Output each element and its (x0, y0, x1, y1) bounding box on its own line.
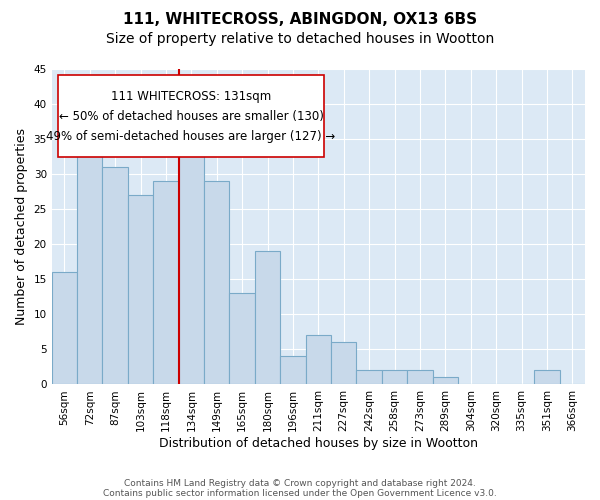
Bar (356, 370, 382, 384)
Bar (280, 356, 305, 384)
Bar (255, 252, 280, 384)
Y-axis label: Number of detached properties: Number of detached properties (15, 128, 28, 325)
Text: Contains HM Land Registry data © Crown copyright and database right 2024.: Contains HM Land Registry data © Crown c… (124, 478, 476, 488)
Bar (52, 272, 77, 384)
Bar (433, 378, 458, 384)
Bar (534, 370, 560, 384)
Bar (331, 342, 356, 384)
Bar (179, 153, 204, 384)
Bar (153, 181, 179, 384)
Bar (204, 181, 229, 384)
Text: Size of property relative to detached houses in Wootton: Size of property relative to detached ho… (106, 32, 494, 46)
Bar (128, 195, 153, 384)
Bar (229, 294, 255, 384)
Bar (77, 132, 103, 384)
Bar (103, 167, 128, 384)
Text: 111, WHITECROSS, ABINGDON, OX13 6BS: 111, WHITECROSS, ABINGDON, OX13 6BS (123, 12, 477, 28)
Text: 111 WHITECROSS: 131sqm
← 50% of detached houses are smaller (130)
49% of semi-de: 111 WHITECROSS: 131sqm ← 50% of detached… (46, 90, 335, 143)
X-axis label: Distribution of detached houses by size in Wootton: Distribution of detached houses by size … (159, 437, 478, 450)
Text: Contains public sector information licensed under the Open Government Licence v3: Contains public sector information licen… (103, 488, 497, 498)
Bar (407, 370, 433, 384)
Bar (305, 336, 331, 384)
Bar (382, 370, 407, 384)
